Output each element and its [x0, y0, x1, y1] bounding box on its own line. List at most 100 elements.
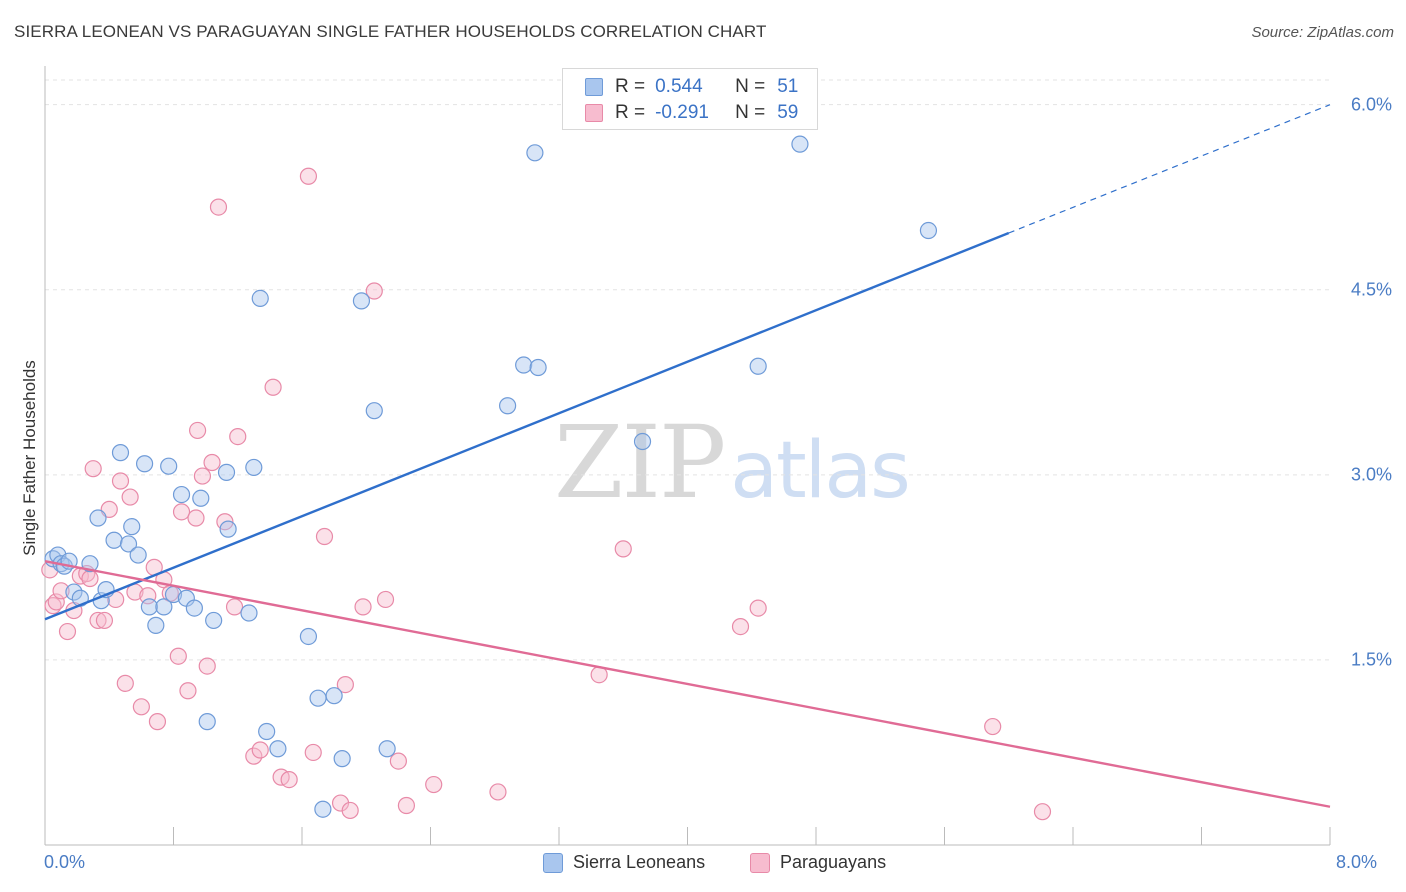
chart-title: SIERRA LEONEAN VS PARAGUAYAN SINGLE FATH… — [14, 22, 767, 41]
legend-item-sierra-leoneans[interactable]: Sierra Leoneans — [543, 852, 705, 873]
point-paraguayans-24 — [169, 647, 187, 665]
point-paraguayans-52 — [425, 775, 443, 794]
point-sierra-leoneans-31 — [245, 458, 263, 477]
point-paraguayans-21 — [148, 713, 167, 731]
point-paraguayans-53 — [489, 783, 507, 801]
point-sierra-leoneans-42 — [378, 740, 396, 758]
point-paraguayans-10 — [89, 611, 107, 630]
point-sierra-leoneans-44 — [515, 356, 533, 374]
point-sierra-leoneans-41 — [365, 402, 383, 420]
point-sierra-leoneans-40 — [352, 292, 371, 310]
point-sierra-leoneans-18 — [147, 616, 165, 634]
point-sierra-leoneans-43 — [499, 397, 517, 415]
point-sierra-leoneans-33 — [258, 722, 276, 741]
point-sierra-leoneans-45 — [526, 144, 544, 162]
point-paraguayans-38 — [264, 378, 282, 396]
point-paraguayans-28 — [188, 421, 207, 440]
point-sierra-leoneans-36 — [309, 689, 327, 707]
x-tick-label-max: 8.0% — [1336, 852, 1378, 872]
legend-label-sierra-leoneans: Sierra Leoneans — [573, 852, 706, 872]
trend-line-paraguayans — [44, 560, 1331, 808]
point-paraguayans-3 — [52, 582, 70, 600]
point-paraguayans-51 — [397, 796, 416, 815]
series-legend: Sierra Leoneans Paraguayans — [0, 852, 1406, 876]
legend-item-paraguayans[interactable]: Paraguayans — [750, 852, 886, 873]
point-sierra-leoneans-34 — [269, 740, 287, 758]
point-sierra-leoneans-15 — [129, 546, 147, 564]
point-sierra-leoneans-27 — [205, 611, 223, 630]
y-tick-label-2: 4.5% — [1350, 279, 1392, 300]
point-sierra-leoneans-11 — [105, 531, 123, 549]
point-sierra-leoneans-16 — [135, 455, 154, 473]
point-sierra-leoneans-22 — [172, 485, 191, 504]
r-value-paraguayans: -0.291 — [655, 102, 709, 123]
point-paraguayans-25 — [172, 503, 191, 521]
point-sierra-leoneans-13 — [119, 535, 138, 553]
y-tick-label-1: 3.0% — [1350, 464, 1392, 485]
point-sierra-leoneans-29 — [219, 520, 237, 538]
legend-swatch-sierra-leoneans — [585, 78, 603, 96]
y-tick-label-3: 6.0% — [1350, 94, 1392, 115]
point-sierra-leoneans-46 — [529, 358, 547, 377]
trend-line-extension-sierra-leoneans — [1008, 104, 1331, 234]
point-paraguayans-35 — [229, 427, 247, 446]
n-label: N = — [735, 76, 766, 97]
series-sierra-leoneans — [44, 135, 938, 818]
point-paraguayans-11 — [95, 611, 114, 630]
point-paraguayans-12 — [100, 500, 118, 518]
legend-label-paraguayans: Paraguayans — [780, 852, 887, 872]
point-paraguayans-45 — [336, 675, 354, 694]
n-value-sierra-leoneans: 51 — [777, 76, 799, 97]
point-sierra-leoneans-28 — [217, 463, 236, 481]
point-sierra-leoneans-32 — [251, 289, 269, 307]
point-sierra-leoneans-7 — [81, 555, 99, 573]
point-paraguayans-47 — [354, 598, 372, 616]
point-sierra-leoneans-48 — [749, 357, 767, 375]
point-paraguayans-55 — [614, 540, 632, 558]
point-sierra-leoneans-35 — [299, 627, 318, 646]
point-paraguayans-14 — [111, 472, 130, 490]
point-paraguayans-31 — [203, 453, 221, 472]
point-sierra-leoneans-47 — [633, 432, 652, 451]
stats-row-paraguayans: R = -0.291 N = 59 — [585, 101, 798, 125]
point-paraguayans-2 — [47, 593, 65, 611]
point-sierra-leoneans-12 — [111, 444, 130, 462]
point-paraguayans-18 — [132, 698, 150, 716]
point-paraguayans-34 — [225, 598, 244, 616]
n-label: N = — [735, 102, 766, 123]
point-paraguayans-27 — [187, 509, 205, 527]
point-paraguayans-56 — [731, 618, 750, 636]
legend-swatch-paraguayans — [750, 852, 770, 873]
point-paraguayans-40 — [280, 771, 298, 789]
point-sierra-leoneans-24 — [185, 599, 203, 617]
point-sierra-leoneans-17 — [140, 598, 159, 616]
y-axis-title: Single Father Households — [20, 360, 39, 556]
series-paraguayans — [41, 167, 1052, 821]
point-sierra-leoneans-39 — [333, 750, 351, 768]
point-paraguayans-26 — [179, 682, 197, 700]
point-paraguayans-49 — [376, 590, 395, 609]
point-paraguayans-46 — [341, 801, 359, 820]
point-sierra-leoneans-14 — [123, 518, 141, 536]
point-sierra-leoneans-19 — [155, 598, 173, 616]
point-paraguayans-32 — [209, 198, 228, 216]
point-paraguayans-48 — [365, 282, 383, 300]
point-sierra-leoneans-50 — [791, 135, 809, 153]
point-sierra-leoneans-38 — [325, 687, 343, 705]
point-paraguayans-50 — [389, 752, 407, 770]
trend-line-sierra-leoneans — [44, 231, 1010, 621]
stats-legend: R = 0.544 N = 51 R = -0.291 N = 59 — [562, 68, 818, 130]
n-value-paraguayans: 59 — [777, 102, 799, 123]
r-label: R = — [615, 76, 646, 97]
point-paraguayans-29 — [193, 467, 212, 485]
point-sierra-leoneans-26 — [198, 713, 216, 731]
legend-swatch-paraguayans — [585, 104, 603, 122]
grid-lines — [45, 79, 1330, 661]
point-paraguayans-36 — [245, 747, 263, 765]
point-sierra-leoneans-49 — [919, 221, 938, 240]
point-paraguayans-41 — [299, 167, 318, 185]
point-sierra-leoneans-20 — [160, 457, 178, 475]
point-paraguayans-16 — [121, 488, 139, 506]
point-paraguayans-8 — [81, 569, 99, 588]
point-sierra-leoneans-25 — [192, 489, 210, 507]
